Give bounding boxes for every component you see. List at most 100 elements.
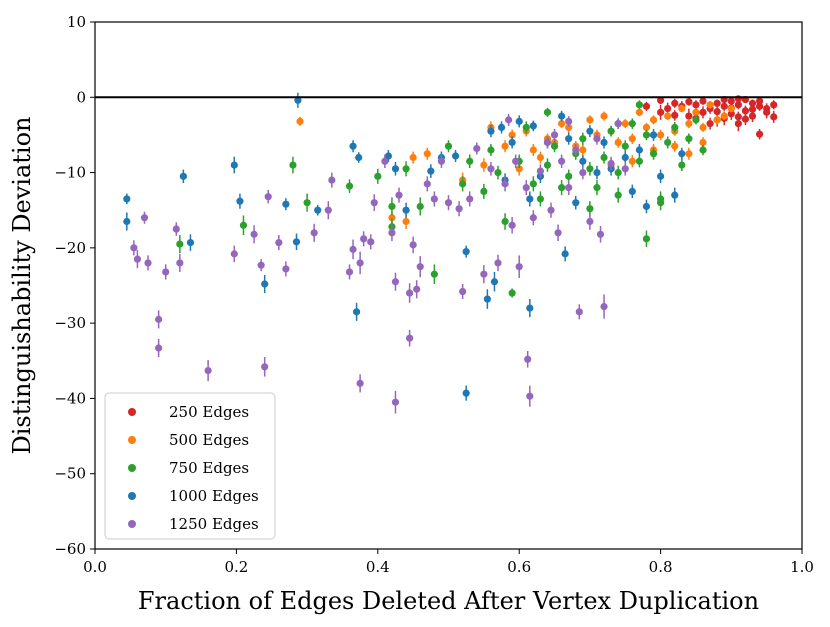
y-tick-label: −30 bbox=[54, 314, 86, 332]
data-point bbox=[614, 138, 622, 147]
data-point bbox=[524, 355, 532, 363]
x-tick-label: 0.8 bbox=[649, 558, 673, 576]
y-axis-label: Distinguishability Deviation bbox=[8, 116, 36, 454]
data-point bbox=[621, 165, 629, 173]
data-point bbox=[416, 263, 424, 271]
data-point bbox=[561, 250, 569, 258]
data-point bbox=[388, 202, 396, 211]
data-point bbox=[172, 225, 180, 233]
data-point bbox=[558, 112, 566, 120]
data-point bbox=[176, 259, 184, 267]
data-point bbox=[402, 217, 410, 226]
data-point bbox=[406, 289, 414, 297]
data-point bbox=[494, 168, 502, 177]
data-point bbox=[480, 270, 488, 278]
data-point bbox=[430, 195, 438, 203]
data-point bbox=[314, 206, 322, 214]
data-point bbox=[123, 195, 131, 203]
data-point bbox=[657, 108, 665, 116]
data-point bbox=[657, 172, 665, 180]
data-point bbox=[543, 161, 552, 169]
data-point bbox=[770, 113, 778, 121]
data-point bbox=[176, 240, 184, 248]
data-point bbox=[155, 344, 163, 352]
data-point bbox=[579, 157, 587, 165]
data-point bbox=[250, 230, 258, 238]
y-tick-label: 10 bbox=[67, 13, 86, 31]
data-point bbox=[635, 146, 643, 154]
data-point bbox=[547, 206, 555, 214]
data-point bbox=[586, 127, 594, 135]
data-point bbox=[374, 172, 382, 180]
data-point bbox=[501, 180, 509, 188]
data-point bbox=[388, 229, 396, 237]
data-point bbox=[294, 96, 302, 104]
data-point bbox=[352, 308, 361, 316]
y-tick-label: 0 bbox=[76, 88, 86, 106]
data-point bbox=[155, 315, 163, 323]
y-tick-label: −40 bbox=[54, 389, 86, 407]
data-point bbox=[466, 195, 474, 203]
data-point bbox=[741, 115, 750, 123]
data-point bbox=[504, 116, 513, 124]
data-point bbox=[480, 161, 488, 169]
series-500-edges bbox=[296, 101, 735, 230]
legend-label: 500 Edges bbox=[169, 431, 249, 449]
data-point bbox=[628, 120, 636, 128]
data-point bbox=[657, 131, 665, 139]
data-point bbox=[614, 168, 622, 177]
data-point bbox=[462, 248, 470, 256]
data-point bbox=[466, 157, 474, 165]
data-point bbox=[526, 195, 534, 203]
data-point bbox=[692, 116, 700, 124]
data-point bbox=[565, 184, 573, 192]
data-point bbox=[642, 202, 651, 211]
data-point bbox=[402, 206, 410, 214]
data-point bbox=[734, 120, 742, 128]
data-point bbox=[473, 144, 481, 153]
data-point bbox=[657, 96, 665, 104]
data-point bbox=[734, 101, 742, 109]
data-point bbox=[384, 152, 393, 160]
data-point bbox=[685, 135, 693, 143]
data-point bbox=[508, 138, 516, 147]
data-point bbox=[261, 280, 269, 288]
data-point bbox=[529, 214, 537, 222]
data-point bbox=[671, 99, 679, 107]
data-point bbox=[324, 206, 332, 214]
data-point bbox=[345, 268, 354, 276]
data-point bbox=[536, 195, 545, 203]
data-point bbox=[741, 107, 750, 115]
data-point bbox=[483, 295, 491, 303]
data-point bbox=[621, 120, 629, 128]
data-point bbox=[748, 99, 757, 107]
data-point bbox=[734, 113, 742, 121]
data-point bbox=[236, 197, 244, 205]
y-tick-label: −60 bbox=[54, 540, 86, 558]
data-points bbox=[123, 92, 778, 414]
data-point bbox=[296, 117, 304, 125]
data-point bbox=[600, 138, 608, 147]
data-point bbox=[204, 366, 212, 375]
data-point bbox=[755, 130, 764, 138]
series-1250-edges bbox=[130, 113, 629, 414]
data-point bbox=[657, 199, 665, 207]
data-point bbox=[349, 245, 357, 253]
data-point bbox=[501, 217, 509, 226]
data-point bbox=[328, 176, 336, 184]
data-point bbox=[356, 259, 364, 267]
data-point bbox=[497, 123, 506, 131]
data-point bbox=[748, 112, 757, 120]
data-point bbox=[230, 161, 238, 169]
data-point bbox=[490, 278, 499, 286]
series-750-edges bbox=[176, 100, 707, 298]
data-point bbox=[713, 116, 721, 124]
data-point bbox=[621, 142, 629, 150]
data-point bbox=[685, 98, 693, 106]
data-point bbox=[678, 104, 686, 113]
data-point bbox=[755, 102, 764, 110]
legend: 250 Edges 500 Edges 750 Edges 1000 Edges 125… bbox=[104, 392, 276, 540]
series-1000-edges bbox=[123, 92, 686, 401]
data-point bbox=[699, 146, 707, 154]
data-point bbox=[579, 146, 587, 154]
